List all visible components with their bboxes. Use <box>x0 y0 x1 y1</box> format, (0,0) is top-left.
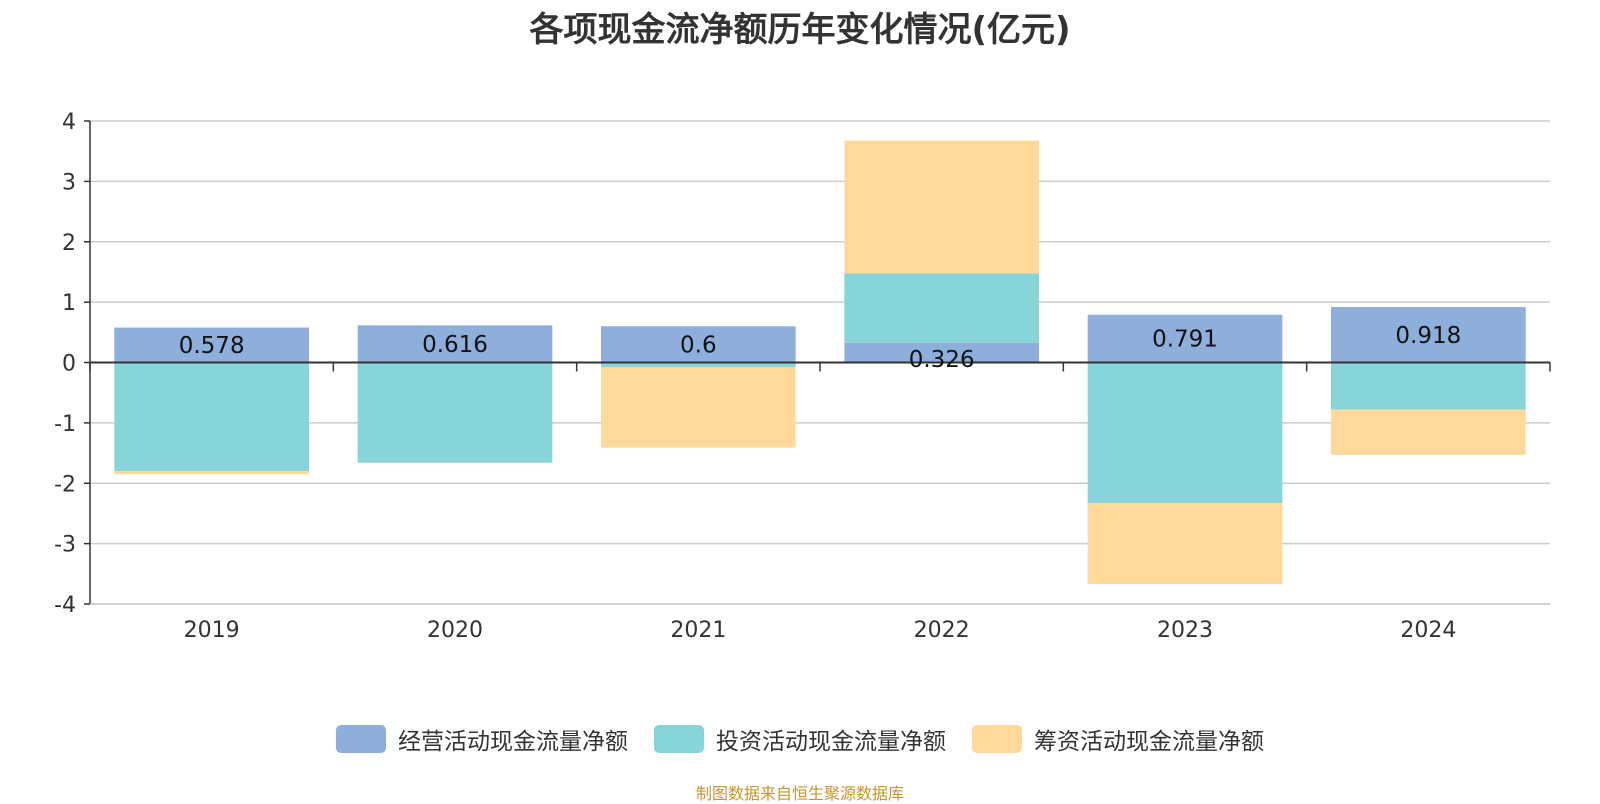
bar-segment <box>601 362 796 368</box>
x-tick-label: 2021 <box>670 618 726 643</box>
bar-segment <box>601 367 796 448</box>
bar-segment <box>844 342 1039 363</box>
data-label: 0.326 <box>909 347 975 373</box>
legend-item[interactable]: 投资活动现金流量净额 <box>654 722 946 756</box>
data-label: 0.578 <box>179 333 245 359</box>
legend-swatch <box>654 725 704 753</box>
legend-item[interactable]: 经营活动现金流量净额 <box>336 722 628 756</box>
data-labels: 2019 2020 2021 2022 2023 2024 0.578 0.616 0.6 0.3… <box>179 323 1462 643</box>
y-tick-label: 0 <box>62 352 76 377</box>
bar-segment <box>1331 409 1526 455</box>
legend-swatch <box>336 725 386 753</box>
x-tick-label: 2022 <box>914 618 970 643</box>
data-label: 0.791 <box>1152 327 1218 353</box>
x-tick-label: 2020 <box>427 618 483 643</box>
stacked-bar-chart: 4 3 2 1 0 -1 -2 -3 -4 2019 2020 2021 2022 2023 2024 0.… <box>54 110 1551 643</box>
y-tick-label: -1 <box>54 412 76 437</box>
legend-label: 经营活动现金流量净额 <box>398 729 628 755</box>
bar-segment <box>1087 503 1283 585</box>
axes: 4 3 2 1 0 -1 -2 -3 -4 <box>54 110 1551 618</box>
bars <box>114 140 1526 585</box>
y-tick-label: -4 <box>54 593 76 618</box>
data-label: 0.918 <box>1395 323 1461 349</box>
source-note: 制图数据来自恒生聚源数据库 <box>695 784 904 803</box>
legend-label: 投资活动现金流量净额 <box>716 729 946 755</box>
bar-segment <box>357 325 553 363</box>
legend-label: 筹资活动现金流量净额 <box>1034 729 1264 755</box>
y-tick-label: -2 <box>54 472 76 497</box>
y-tick-label: 2 <box>62 231 76 256</box>
bar-segment <box>1331 362 1526 410</box>
legend-item[interactable]: 筹资活动现金流量净额 <box>972 722 1264 756</box>
data-label: 0.616 <box>422 332 488 358</box>
x-tick-label: 2023 <box>1157 618 1213 643</box>
bar-segment <box>844 140 1039 274</box>
bar-segment <box>114 327 309 363</box>
chart-title: 各项现金流净额历年变化情况(亿元) <box>529 10 1071 50</box>
y-tick-label: 1 <box>62 291 76 316</box>
x-tick-label: 2019 <box>184 618 240 643</box>
bar-segment <box>601 326 796 363</box>
legend-swatch <box>972 725 1022 753</box>
y-tick-label: 3 <box>62 170 76 195</box>
x-tick-label: 2024 <box>1400 618 1456 643</box>
bar-segment <box>1087 314 1283 363</box>
bar-segment <box>114 362 309 472</box>
bar-segment <box>1087 362 1283 504</box>
bar-segment <box>357 362 553 463</box>
y-tick-label: -3 <box>54 533 76 558</box>
data-label: 0.6 <box>680 332 717 358</box>
bar-segment <box>114 471 309 475</box>
bar-segment <box>1331 307 1526 363</box>
bar-segment <box>844 273 1039 343</box>
legend: 经营活动现金流量净额 投资活动现金流量净额 筹资活动现金流量净额 <box>0 722 1600 756</box>
y-tick-label: 4 <box>62 110 76 135</box>
